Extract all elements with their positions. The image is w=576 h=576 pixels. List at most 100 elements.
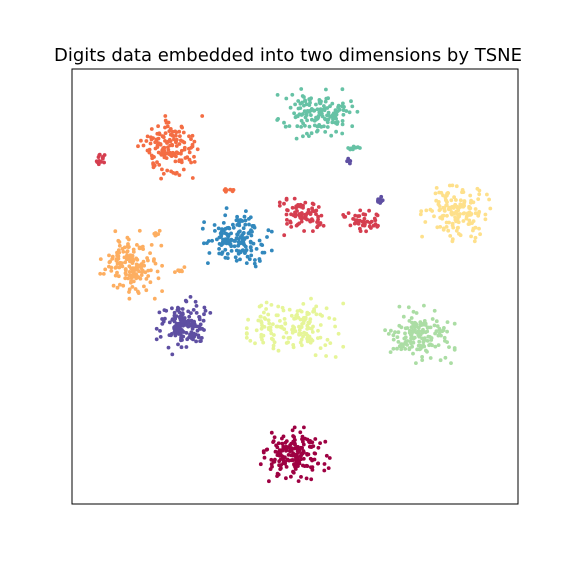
data-point-class-4 bbox=[437, 190, 442, 195]
data-point-class-4 bbox=[476, 213, 481, 218]
data-point-class-3 bbox=[109, 269, 114, 273]
data-point-class-5 bbox=[266, 327, 271, 332]
data-point-class-5 bbox=[284, 330, 289, 335]
data-point-class-7 bbox=[300, 112, 305, 116]
data-point-class-1 bbox=[374, 212, 379, 217]
data-point-class-4 bbox=[438, 215, 443, 220]
data-point-class-4 bbox=[444, 220, 449, 225]
data-point-class-5 bbox=[333, 324, 337, 329]
data-point-class-3 bbox=[140, 244, 145, 249]
data-point-class-5 bbox=[297, 324, 301, 329]
data-point-class-7 bbox=[309, 113, 313, 117]
data-point-class-5 bbox=[293, 316, 298, 321]
data-point-class-0 bbox=[291, 439, 296, 444]
data-point-class-3 bbox=[137, 246, 142, 251]
data-point-class-2 bbox=[179, 124, 184, 129]
data-point-class-7 bbox=[341, 108, 346, 112]
data-point-class-9 bbox=[166, 345, 171, 350]
data-point-class-7 bbox=[326, 110, 331, 115]
data-point-class-8 bbox=[260, 250, 265, 255]
data-point-class-5 bbox=[323, 343, 328, 347]
data-point-class-3 bbox=[114, 265, 119, 270]
data-point-class-3 bbox=[107, 253, 111, 258]
data-point-class-1 bbox=[298, 204, 303, 209]
data-point-class-4 bbox=[478, 232, 482, 237]
data-point-class-1 bbox=[101, 155, 105, 159]
data-point-class-0 bbox=[313, 437, 318, 441]
data-point-class-9 bbox=[191, 308, 196, 312]
data-point-class-9 bbox=[194, 339, 199, 344]
data-point-class-9 bbox=[162, 308, 167, 312]
data-point-class-8 bbox=[249, 248, 254, 253]
data-point-class-9 bbox=[184, 345, 189, 349]
data-point-class-7 bbox=[305, 109, 310, 113]
data-point-class-0 bbox=[287, 458, 291, 463]
data-point-class-5 bbox=[301, 321, 306, 325]
data-point-class-7 bbox=[298, 106, 303, 110]
data-point-class-4 bbox=[473, 211, 478, 216]
data-point-class-5 bbox=[288, 335, 292, 340]
data-point-class-3 bbox=[153, 231, 158, 235]
data-point-class-0 bbox=[312, 457, 317, 462]
data-point-class-5 bbox=[271, 322, 275, 326]
data-point-class-3 bbox=[134, 256, 139, 261]
data-point-class-3 bbox=[146, 274, 151, 278]
data-point-class-2 bbox=[157, 163, 162, 167]
data-point-class-7 bbox=[325, 125, 330, 129]
data-point-class-7 bbox=[316, 124, 321, 129]
data-point-class-7 bbox=[302, 109, 307, 113]
data-point-class-6 bbox=[428, 356, 433, 360]
data-point-class-3 bbox=[182, 265, 187, 269]
data-point-class-6 bbox=[416, 330, 421, 335]
data-point-class-4 bbox=[444, 225, 449, 229]
data-point-class-2 bbox=[168, 126, 173, 131]
data-point-class-5 bbox=[254, 328, 259, 333]
data-point-class-7 bbox=[299, 87, 304, 91]
data-point-class-8 bbox=[241, 226, 246, 231]
data-point-class-2 bbox=[189, 160, 194, 165]
data-point-class-6 bbox=[419, 329, 424, 334]
data-point-class-3 bbox=[126, 237, 131, 242]
data-point-class-6 bbox=[396, 340, 401, 344]
data-point-class-7 bbox=[292, 111, 296, 116]
data-point-class-6 bbox=[439, 333, 443, 338]
data-point-class-6 bbox=[432, 308, 437, 313]
data-point-class-8 bbox=[232, 244, 237, 249]
data-point-class-2 bbox=[177, 173, 182, 178]
data-point-class-0 bbox=[309, 465, 313, 470]
data-point-class-8 bbox=[259, 242, 264, 247]
data-point-class-6 bbox=[424, 348, 428, 353]
data-point-class-2 bbox=[223, 189, 228, 194]
data-point-class-8 bbox=[243, 244, 248, 249]
data-point-class-6 bbox=[388, 350, 393, 354]
data-point-class-0 bbox=[269, 430, 274, 435]
data-point-class-0 bbox=[297, 461, 302, 466]
data-point-class-2 bbox=[189, 137, 193, 142]
data-point-class-5 bbox=[309, 296, 313, 301]
data-point-class-1 bbox=[360, 223, 365, 228]
data-point-class-2 bbox=[156, 136, 161, 141]
data-point-class-0 bbox=[322, 462, 327, 466]
data-point-class-6 bbox=[393, 330, 397, 335]
data-point-class-6 bbox=[383, 328, 387, 333]
data-point-class-4 bbox=[472, 239, 477, 244]
data-point-class-6 bbox=[442, 335, 447, 340]
data-point-class-0 bbox=[309, 477, 314, 482]
data-point-class-8 bbox=[257, 238, 262, 243]
data-point-class-0 bbox=[279, 466, 283, 471]
data-point-class-8 bbox=[234, 258, 239, 263]
data-point-class-1 bbox=[297, 212, 302, 216]
data-point-class-3 bbox=[123, 260, 128, 265]
data-point-class-7 bbox=[310, 108, 315, 112]
data-point-class-6 bbox=[445, 329, 449, 334]
data-point-class-6 bbox=[437, 326, 442, 331]
data-point-class-6 bbox=[435, 324, 440, 328]
data-point-class-1 bbox=[282, 233, 287, 238]
data-point-class-9 bbox=[193, 299, 198, 304]
data-point-class-9 bbox=[177, 310, 182, 315]
data-point-class-2 bbox=[166, 147, 171, 152]
data-point-class-0 bbox=[279, 463, 283, 467]
data-point-class-0 bbox=[288, 443, 292, 447]
data-point-class-7 bbox=[317, 110, 322, 115]
data-point-class-8 bbox=[228, 242, 233, 247]
